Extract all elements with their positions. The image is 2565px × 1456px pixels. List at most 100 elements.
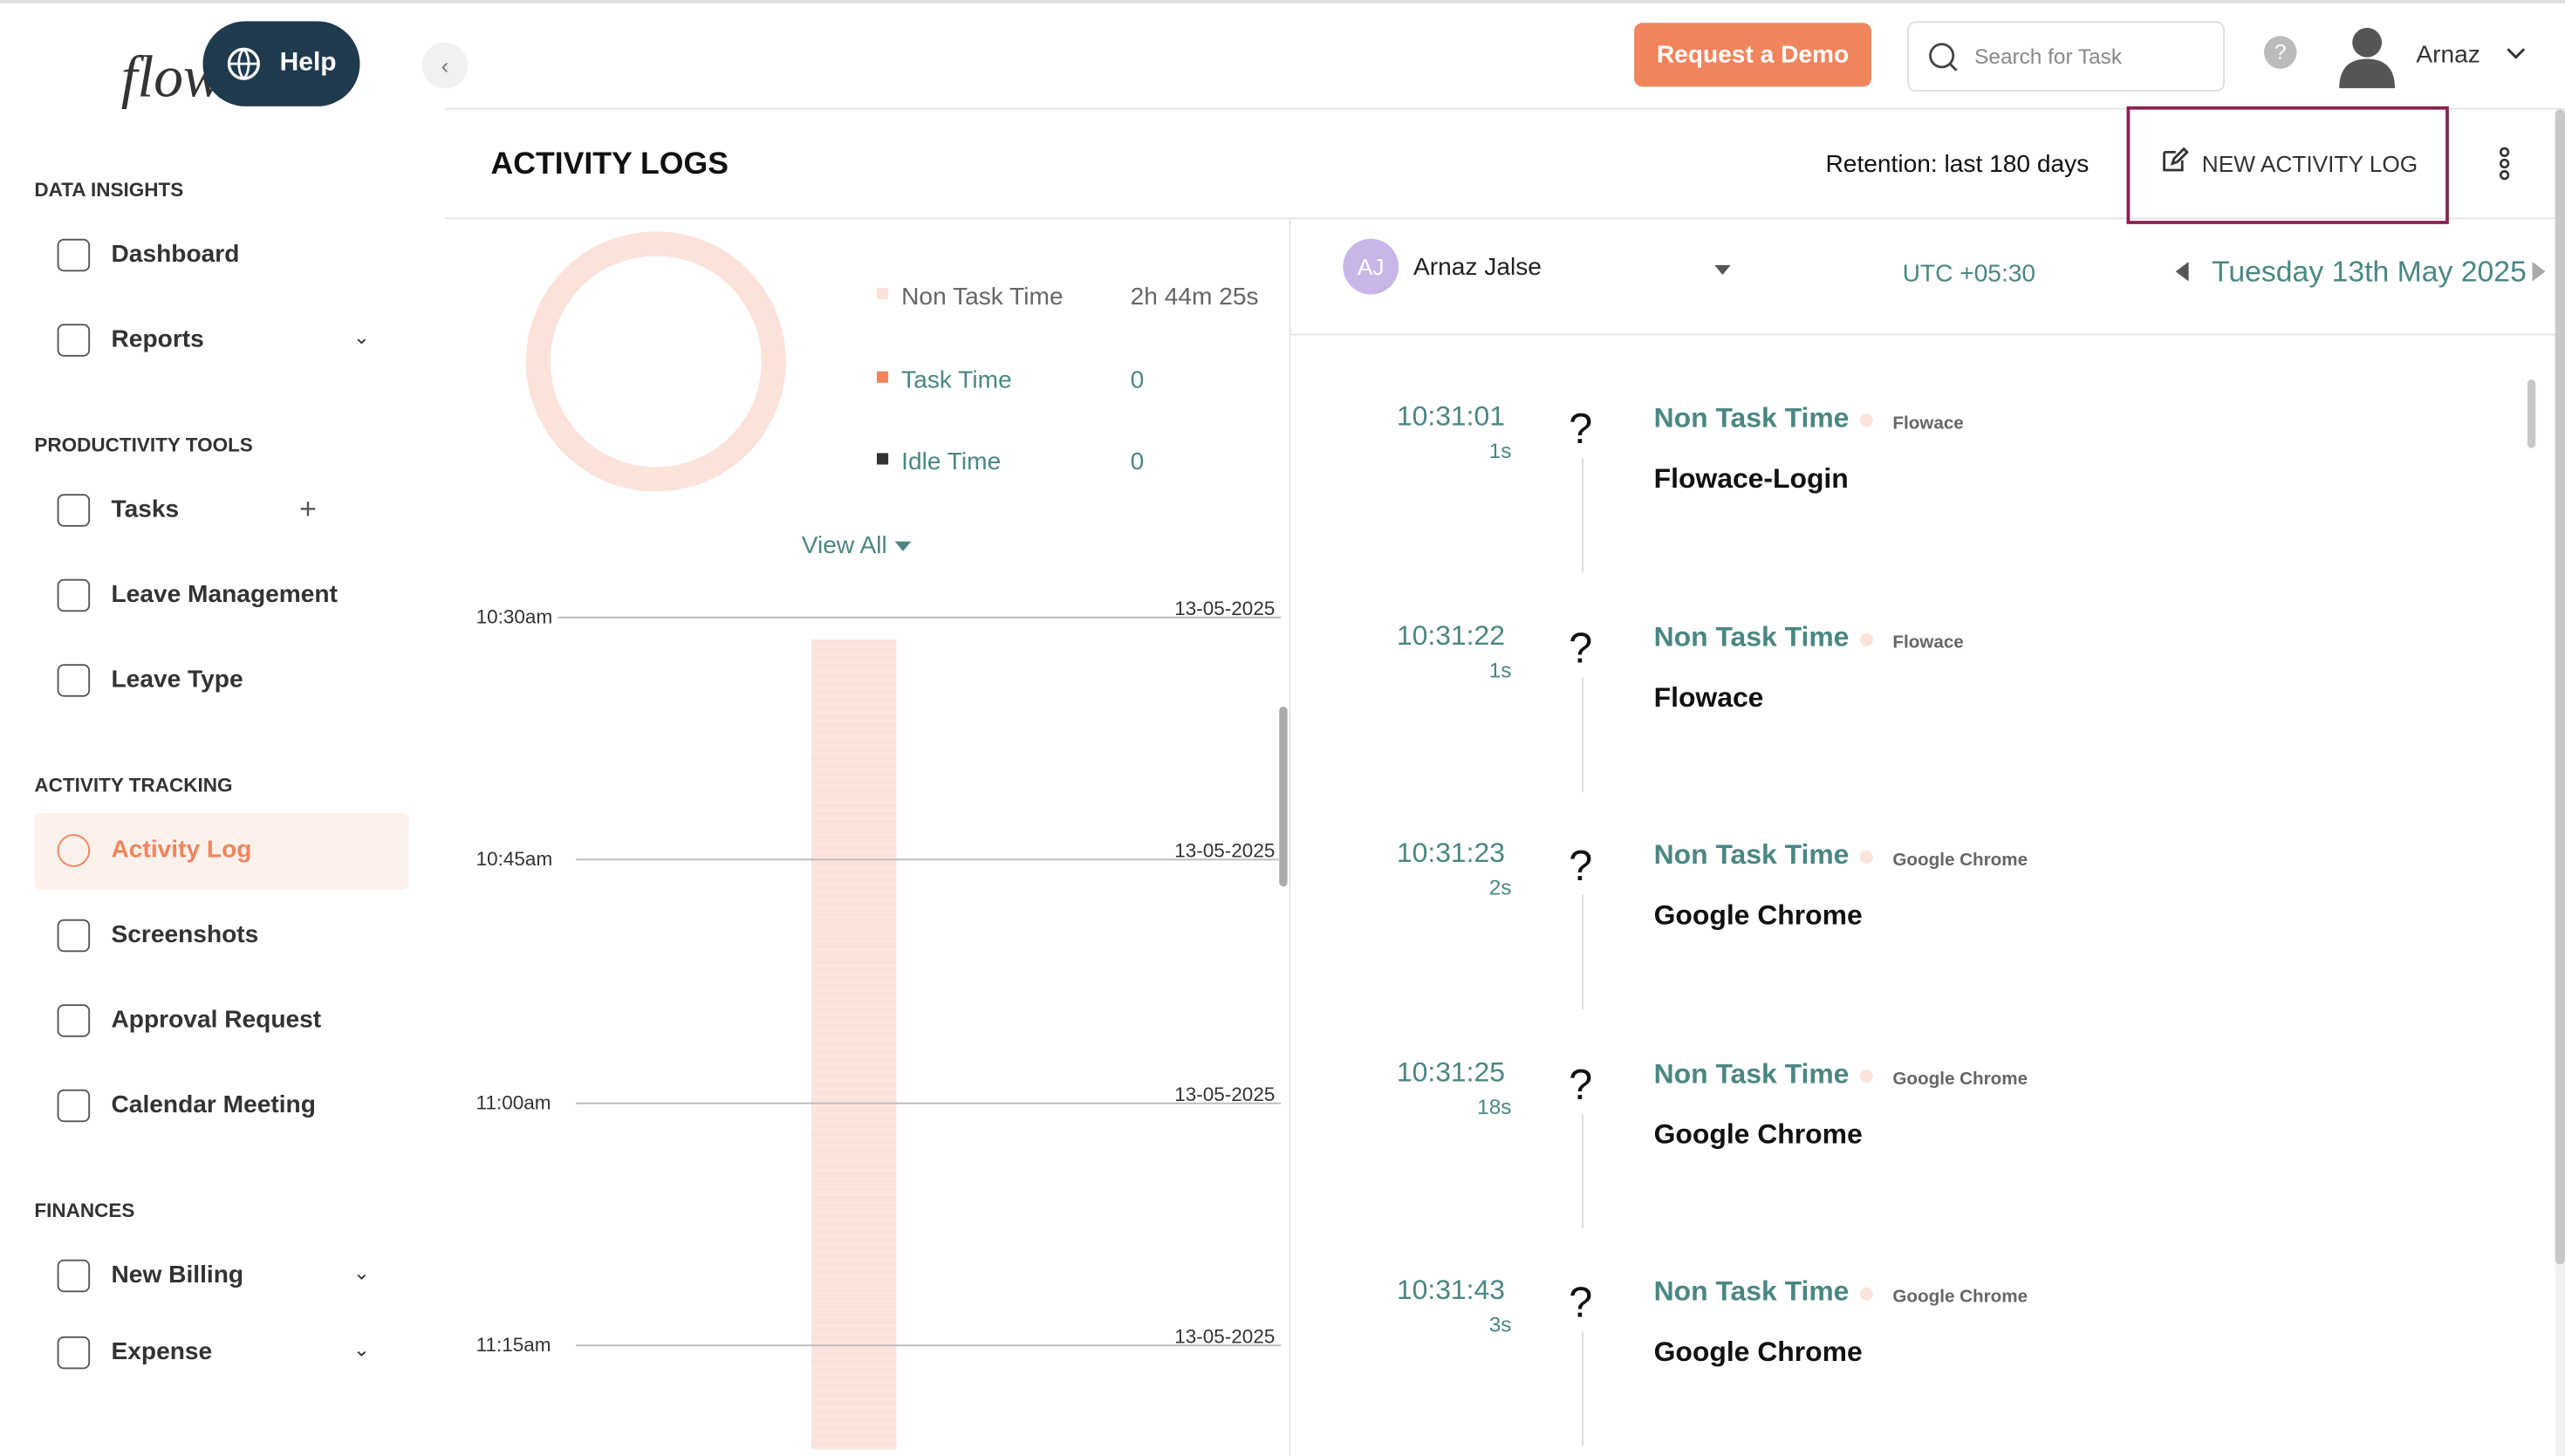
donut (525, 231, 786, 492)
legend-swatch (877, 288, 889, 300)
item-icon (57, 664, 91, 697)
section-title: PRODUCTIVITY TOOLS (34, 433, 253, 457)
timeline-time: 11:00am (475, 1090, 551, 1114)
entry-category: Non Task Time (1653, 1275, 1850, 1308)
view-all[interactable]: View All (802, 531, 913, 559)
log-scrollbar (2527, 379, 2536, 448)
collapse-button[interactable]: ‹ (421, 42, 469, 89)
view-all-label: View All (801, 531, 887, 560)
nav-item[interactable]: Tasks (111, 496, 180, 523)
scrollbar-track (2555, 109, 2565, 1456)
item-icon (57, 1336, 91, 1370)
entry-time: 10:31:43 (1396, 1274, 1505, 1306)
nav-item[interactable]: Leave Management (111, 580, 338, 609)
top-border (0, 0, 2565, 3)
search-box[interactable]: Search for Task (1907, 21, 2225, 92)
entry-dot (1859, 414, 1873, 427)
timeline-line (576, 1344, 1282, 1347)
item-icon (57, 1004, 91, 1037)
entry-duration: 1s (1488, 438, 1512, 463)
entry-title: Google Chrome (1653, 1118, 1863, 1150)
entry-connector (1582, 894, 1583, 1009)
entry-time: 10:31:25 (1396, 1056, 1505, 1087)
help-button[interactable]: Help (202, 21, 360, 106)
user-avatar (2339, 27, 2395, 89)
entry-app: Google Chrome (1892, 1069, 2028, 1089)
help-icon[interactable]: ? (2264, 36, 2297, 69)
new-log-label: NEW ACTIVITY LOG (2201, 150, 2418, 177)
entry-app: Flowace (1892, 414, 1964, 434)
entry-app: Google Chrome (1892, 851, 2028, 871)
legend-value: 0 (1130, 448, 1145, 476)
prev-date[interactable] (2175, 262, 2189, 282)
entry-category: Non Task Time (1653, 1057, 1850, 1089)
entry-connector (1582, 1331, 1583, 1446)
user-name[interactable]: Arnaz (2416, 40, 2480, 69)
user-select-caret (1714, 264, 1731, 275)
item-icon (57, 324, 91, 357)
item-icon (57, 1259, 91, 1293)
entry-app: Flowace (1892, 632, 1964, 653)
entry-duration: 2s (1488, 875, 1512, 900)
globe-icon (227, 47, 260, 80)
expand-caret[interactable]: ⌄ (353, 325, 370, 349)
entry-category: Non Task Time (1653, 838, 1850, 871)
legend-value: 2h 44m 25s (1130, 283, 1259, 311)
new-log-button[interactable]: NEW ACTIVITY LOG (2126, 106, 2449, 224)
nav-item[interactable]: Leave Type (111, 666, 243, 694)
more-menu[interactable] (2496, 146, 2513, 185)
entry-dot (1859, 632, 1873, 646)
nav-item[interactable]: Expense (111, 1337, 213, 1366)
entry-connector (1582, 458, 1583, 573)
add-task[interactable]: + (299, 492, 317, 525)
entry-dot (1859, 1069, 1873, 1083)
log-header-border (1290, 333, 2555, 336)
timeline-line (576, 858, 1282, 861)
item-icon (57, 494, 91, 527)
item-icon (57, 1089, 91, 1123)
legend-swatch (877, 371, 889, 383)
nav-item[interactable]: Screenshots (111, 920, 259, 949)
timeline-line (557, 616, 1282, 619)
expand-caret[interactable]: ⌄ (353, 1261, 370, 1284)
entry-time: 10:31:23 (1396, 837, 1505, 869)
nav-item[interactable]: Dashboard (111, 240, 240, 269)
entry-dot (1859, 851, 1873, 864)
timeline-date: 13-05-2025 (1174, 597, 1276, 620)
log-date: Tuesday 13th May 2025 (2212, 255, 2527, 289)
timeline-time: 11:15am (475, 1333, 551, 1357)
help-label: Help (279, 49, 337, 78)
expand-caret[interactable]: ⌄ (353, 1337, 370, 1361)
entry-title: Flowace-Login (1653, 462, 1849, 495)
entry-connector (1582, 1112, 1583, 1228)
nav-item[interactable]: Calendar Meeting (111, 1090, 316, 1119)
log-user[interactable]: Arnaz Jalse (1413, 253, 1542, 282)
section-title: ACTIVITY TRACKING (34, 773, 233, 797)
legend-swatch (877, 453, 889, 465)
entry-title: Flowace (1653, 680, 1764, 713)
timezone: UTC +05:30 (1902, 260, 2036, 288)
timeline-date: 13-05-2025 (1174, 1324, 1276, 1348)
entry-category: Non Task Time (1653, 620, 1850, 653)
active-item-bg (34, 812, 409, 890)
view-all-caret (895, 541, 913, 551)
entry-time: 10:31:22 (1396, 619, 1505, 651)
item-icon (57, 919, 91, 953)
entry-icon: ? (1569, 1059, 1593, 1109)
nav-item[interactable]: Reports (111, 325, 204, 353)
next-date[interactable] (2532, 262, 2546, 282)
nav-item[interactable]: Activity Log (111, 836, 252, 864)
nav-item[interactable]: New Billing (111, 1261, 244, 1289)
demo-button[interactable]: Request a Demo (1634, 23, 1871, 87)
section-title: DATA INSIGHTS (34, 178, 184, 202)
entry-time: 10:31:01 (1396, 400, 1505, 432)
entry-app: Google Chrome (1892, 1287, 2028, 1308)
nav-item[interactable]: Approval Request (111, 1006, 322, 1034)
timeline-line (576, 1102, 1282, 1104)
timeline-date: 13-05-2025 (1174, 838, 1276, 863)
legend-label: Idle Time (901, 448, 1002, 476)
entry-category: Non Task Time (1653, 402, 1850, 434)
entry-dot (1859, 1287, 1873, 1301)
entry-icon: ? (1569, 622, 1593, 672)
timeline-time: 10:30am (475, 605, 553, 628)
